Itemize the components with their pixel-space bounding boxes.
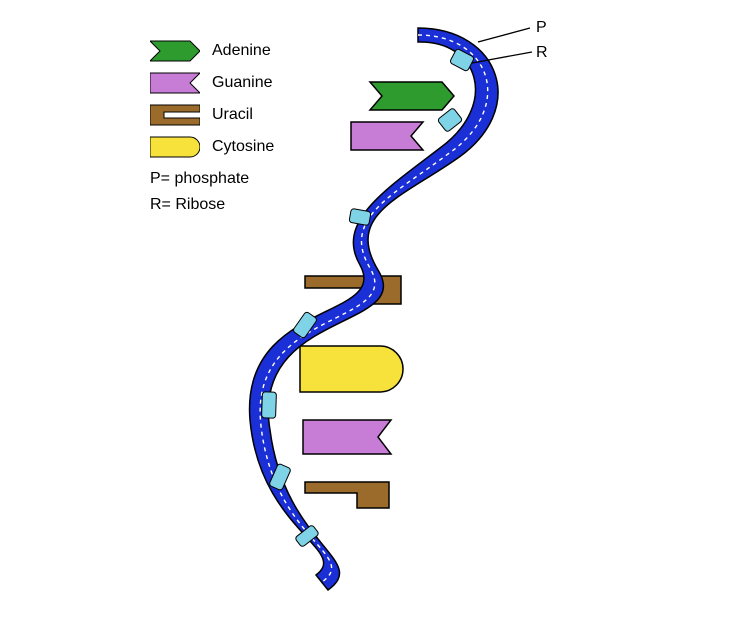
rna-diagram: { "legend": { "items": [ { "label": "Ade…: [0, 0, 750, 636]
pointer-p: P: [478, 19, 547, 42]
base-guanine-upper: [351, 122, 423, 150]
rna-strand-svg: P R: [0, 0, 750, 636]
base-uracil-2: [305, 482, 389, 508]
p-letter: P: [536, 19, 547, 36]
base-guanine-lower: [303, 420, 391, 454]
r-letter: R: [536, 44, 548, 61]
base-cytosine: [300, 346, 403, 392]
base-adenine-upper: [370, 82, 454, 110]
